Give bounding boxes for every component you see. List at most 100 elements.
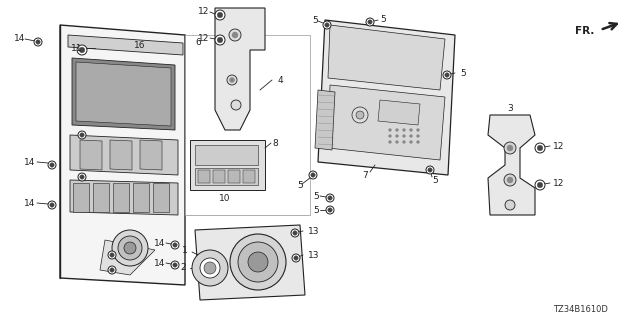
Polygon shape — [133, 183, 149, 212]
Text: 12: 12 — [198, 6, 210, 15]
Circle shape — [110, 253, 114, 257]
Circle shape — [426, 166, 434, 174]
Text: 10: 10 — [220, 194, 231, 203]
Circle shape — [366, 18, 374, 26]
Circle shape — [215, 10, 225, 20]
Text: 5: 5 — [380, 14, 386, 23]
Circle shape — [34, 38, 42, 46]
Text: 13: 13 — [308, 227, 319, 236]
Circle shape — [50, 203, 54, 207]
Circle shape — [110, 268, 114, 272]
Text: 14: 14 — [14, 34, 26, 43]
Circle shape — [326, 206, 334, 214]
Circle shape — [504, 142, 516, 154]
Circle shape — [388, 140, 392, 143]
Polygon shape — [113, 183, 129, 212]
Circle shape — [396, 129, 399, 132]
Text: 14: 14 — [24, 157, 36, 166]
Circle shape — [80, 175, 84, 179]
Circle shape — [410, 140, 413, 143]
Polygon shape — [195, 225, 305, 300]
Circle shape — [171, 261, 179, 269]
Circle shape — [328, 208, 332, 212]
Circle shape — [173, 243, 177, 247]
Text: 4: 4 — [277, 76, 283, 84]
Circle shape — [108, 251, 116, 259]
Text: 5: 5 — [313, 205, 319, 214]
Circle shape — [36, 40, 40, 44]
Polygon shape — [198, 170, 210, 183]
Circle shape — [325, 23, 329, 27]
Polygon shape — [140, 140, 162, 170]
Circle shape — [124, 242, 136, 254]
Text: 7: 7 — [362, 171, 368, 180]
Circle shape — [311, 173, 316, 177]
Circle shape — [77, 45, 87, 55]
Text: 5: 5 — [312, 15, 318, 25]
Polygon shape — [76, 62, 171, 126]
Text: 8: 8 — [272, 139, 278, 148]
Text: TZ34B1610D: TZ34B1610D — [552, 306, 607, 315]
Text: 5: 5 — [432, 175, 438, 185]
Text: 12: 12 — [553, 179, 564, 188]
Text: 11: 11 — [71, 44, 83, 52]
Circle shape — [78, 173, 86, 181]
Circle shape — [396, 140, 399, 143]
Circle shape — [217, 37, 223, 43]
Circle shape — [173, 263, 177, 267]
Circle shape — [78, 131, 86, 139]
Circle shape — [403, 140, 406, 143]
Circle shape — [238, 242, 278, 282]
Circle shape — [352, 107, 368, 123]
Circle shape — [291, 229, 299, 237]
Circle shape — [48, 201, 56, 209]
Text: 12: 12 — [553, 141, 564, 150]
Circle shape — [504, 174, 516, 186]
Polygon shape — [93, 183, 109, 212]
Polygon shape — [60, 25, 185, 285]
Circle shape — [48, 161, 56, 169]
Circle shape — [388, 134, 392, 138]
Circle shape — [535, 180, 545, 190]
Circle shape — [232, 32, 238, 38]
Polygon shape — [70, 135, 178, 175]
Circle shape — [50, 163, 54, 167]
Polygon shape — [73, 183, 89, 212]
Circle shape — [227, 75, 237, 85]
Circle shape — [410, 129, 413, 132]
Circle shape — [417, 134, 419, 138]
Polygon shape — [195, 168, 258, 185]
Polygon shape — [213, 170, 225, 183]
Circle shape — [507, 177, 513, 183]
Circle shape — [368, 20, 372, 24]
Circle shape — [118, 236, 142, 260]
Circle shape — [200, 258, 220, 278]
Circle shape — [112, 230, 148, 266]
Circle shape — [230, 234, 286, 290]
Polygon shape — [318, 20, 455, 175]
Polygon shape — [315, 90, 335, 150]
Polygon shape — [215, 8, 265, 130]
Circle shape — [309, 171, 317, 179]
Circle shape — [356, 111, 364, 119]
Circle shape — [445, 73, 449, 77]
Circle shape — [80, 133, 84, 137]
Circle shape — [388, 129, 392, 132]
Circle shape — [217, 12, 223, 18]
Polygon shape — [488, 115, 535, 215]
Polygon shape — [190, 140, 265, 190]
Circle shape — [443, 71, 451, 79]
Circle shape — [396, 134, 399, 138]
Circle shape — [79, 47, 84, 53]
Circle shape — [326, 194, 334, 202]
Circle shape — [537, 145, 543, 151]
Circle shape — [248, 252, 268, 272]
Circle shape — [230, 77, 234, 83]
Circle shape — [417, 140, 419, 143]
Text: 5: 5 — [313, 191, 319, 201]
Circle shape — [229, 29, 241, 41]
Circle shape — [108, 266, 116, 274]
Text: 1: 1 — [182, 245, 188, 254]
Text: 14: 14 — [154, 238, 166, 247]
Circle shape — [507, 145, 513, 151]
